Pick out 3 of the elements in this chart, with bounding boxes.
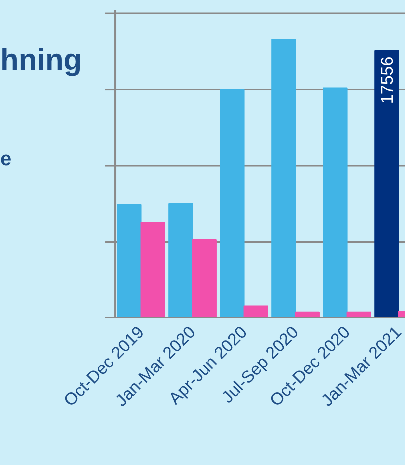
text: e	[0, 148, 12, 170]
text: hning	[0, 44, 82, 77]
data-label: 17556	[378, 56, 397, 104]
